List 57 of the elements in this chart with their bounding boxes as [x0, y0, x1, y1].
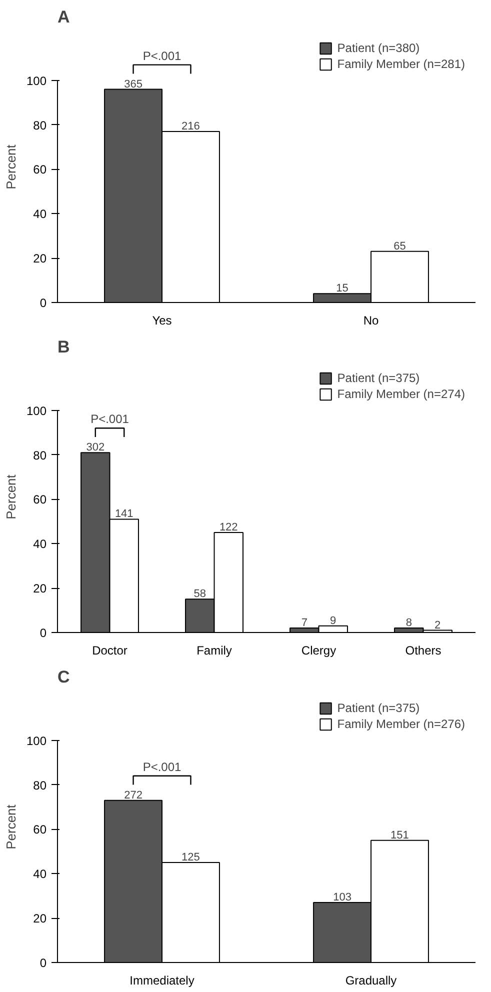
annotation: 65: [394, 240, 406, 252]
x-tick-label: Family: [196, 644, 232, 658]
annotation: 272: [124, 789, 142, 802]
chart-title: B: [58, 338, 70, 356]
x-tick-label: Yes: [152, 314, 172, 328]
y-axis-title: Percent: [3, 804, 18, 850]
y-tick-label: 100: [26, 404, 47, 418]
chart-title: C: [58, 668, 70, 686]
x-tick-label: No: [363, 314, 379, 328]
y-tick-label: 0: [40, 956, 47, 970]
annotation: P<.001: [142, 760, 182, 774]
x-tick-label: Immediately: [130, 974, 194, 988]
legend-label: Family Member (n=281): [337, 57, 465, 71]
x-tick-label: Doctor: [92, 644, 128, 658]
y-tick-label: 0: [40, 626, 47, 640]
legend-label: Patient (n=380): [337, 41, 420, 55]
annotation: 7: [301, 617, 308, 630]
y-tick-label: 80: [33, 118, 47, 132]
annotation: 151: [390, 829, 409, 842]
legend-label: Patient (n=375): [337, 701, 420, 715]
annotation: 103: [333, 892, 352, 904]
y-tick-label: 20: [33, 912, 47, 926]
x-tick-label: Others: [405, 644, 442, 658]
annotation: 58: [194, 588, 206, 600]
y-axis-title: Percent: [3, 474, 18, 520]
annotation: 15: [336, 282, 348, 295]
annotation: 9: [330, 614, 336, 627]
y-tick-label: 60: [33, 492, 47, 507]
annotation: 141: [114, 508, 134, 520]
annotation: 122: [219, 522, 238, 534]
annotation: 125: [182, 852, 200, 864]
y-tick-label: 40: [33, 537, 47, 552]
legend-label: Patient (n=375): [337, 371, 420, 385]
annotation: P<.001: [90, 412, 130, 426]
text: P<.001: [142, 48, 182, 63]
y-tick-label: 60: [33, 162, 47, 177]
x-tick-label: Gradually: [345, 974, 397, 988]
y-tick-label: 20: [33, 582, 47, 596]
y-tick-label: 20: [33, 252, 47, 266]
y-tick-label: 100: [26, 734, 47, 748]
x-tick-label: Clergy: [301, 644, 336, 658]
y-tick-label: 100: [26, 74, 47, 88]
y-axis-title: Percent: [3, 144, 18, 190]
y-tick-label: 40: [33, 207, 47, 222]
y-tick-label: 40: [33, 867, 47, 882]
annotation: 302: [86, 442, 105, 454]
y-tick-label: 0: [40, 296, 47, 310]
annotation: 8: [406, 617, 412, 630]
annotation: 216: [182, 120, 200, 132]
y-tick-label: 80: [33, 448, 47, 462]
annotation: 2: [434, 619, 441, 632]
y-tick-label: 60: [33, 822, 47, 837]
y-tick-label: 80: [33, 778, 47, 792]
chart-title: A: [58, 8, 70, 26]
legend-label: Family Member (n=276): [337, 717, 465, 731]
legend-label: Family Member (n=274): [337, 387, 465, 401]
annotation: 365: [124, 78, 142, 90]
